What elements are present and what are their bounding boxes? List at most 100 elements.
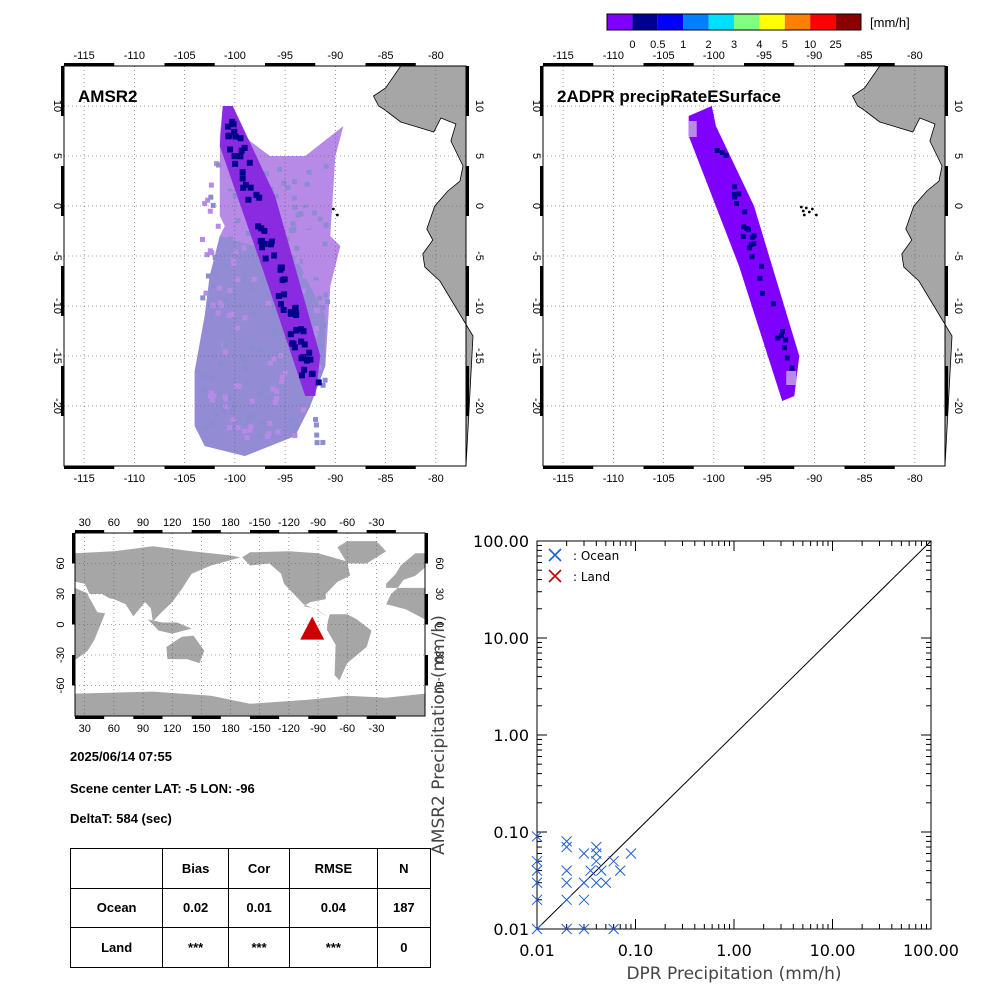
amsr2-heavy-pixel — [267, 241, 274, 248]
continent — [75, 546, 241, 622]
lat-tick-label: -60 — [433, 678, 445, 694]
lon-tick-label: 120 — [163, 517, 181, 529]
lat-tick-label: 0 — [55, 621, 67, 627]
amsr2-pixel — [266, 356, 272, 362]
scatter-point — [578, 877, 590, 889]
frame-bar — [744, 466, 795, 469]
dpr-heavy-pixel — [736, 191, 742, 197]
colorbar-swatch — [607, 14, 633, 30]
scatter-point — [531, 831, 543, 842]
colorbar: 0 0.5 1 2 3 4 5 10 25 [mm/h] — [606, 13, 910, 51]
amsr2-pixel — [264, 397, 270, 403]
dpr-heavy-pixel — [734, 200, 740, 206]
amsr2-pixel — [203, 290, 209, 296]
amsr2-pixel — [247, 427, 253, 433]
scatter-plot: 0.01 0.01 0.10 0.10 1.00 1.00 10.00 10.00 100.00… — [429, 532, 959, 984]
amsr2-pixel — [201, 373, 207, 379]
frame-bar — [61, 266, 64, 316]
amsr2-heavy-pixel — [232, 160, 239, 167]
lon-tick-label: -85 — [857, 473, 873, 485]
dpr-heavy-pixel — [732, 194, 738, 200]
amsr2-map-panel: -115-115-110-110-105-105-100-100-95-95-9… — [51, 50, 485, 485]
amsr2-pixel — [292, 433, 298, 439]
amsr2-pixel — [207, 248, 213, 254]
frame-bar — [466, 366, 469, 416]
amsr2-heavy-pixel — [289, 340, 296, 347]
continent — [326, 614, 372, 681]
amsr2-pixel — [223, 404, 229, 410]
island — [801, 209, 805, 213]
lon-tick-label: -95 — [277, 473, 293, 485]
amsr2-heavy-pixel — [293, 310, 300, 317]
lat-tick-label: 5 — [51, 153, 63, 159]
amsr2-pixel — [242, 428, 248, 434]
x-tick-label: 100.00 — [903, 941, 959, 960]
amsr2-pixel — [227, 395, 233, 401]
amsr2-pixel — [232, 193, 238, 199]
x-axis-label: DPR Precipitation (mm/h) — [626, 964, 841, 984]
dpr-heavy-pixel — [789, 365, 795, 371]
lat-tick-label: 0 — [530, 203, 542, 209]
amsr2-pixel — [271, 310, 277, 316]
frame-bar — [72, 594, 75, 625]
lon-tick-label: -80 — [428, 473, 444, 485]
dpr-heavy-pixel — [782, 345, 788, 351]
lon-tick-label: 180 — [221, 517, 239, 529]
amsr2-heavy-pixel — [275, 292, 282, 299]
amsr2-pixel — [295, 421, 301, 427]
dpr-heavy-pixel — [775, 335, 781, 341]
table-header-cell: Bias — [162, 848, 230, 889]
table-cell: 0.01 — [228, 887, 291, 929]
amsr2-pixel — [242, 358, 248, 364]
scatter-point — [531, 865, 543, 876]
frame-bar — [744, 63, 795, 66]
amsr2-pixel — [257, 391, 263, 397]
table-header-cell — [69, 848, 164, 889]
frame-bar — [64, 466, 115, 469]
frame-bar — [61, 66, 64, 116]
amsr2-heavy-pixel — [304, 356, 311, 363]
one-to-one-line — [536, 540, 932, 930]
amsr2-pixel — [270, 386, 276, 392]
world-location-map: 30 30 60 60 90 90 120 120 150 150 180 180 -150 -150 -1… — [55, 517, 445, 735]
amsr2-pixel — [305, 289, 311, 295]
frame-bar — [365, 63, 416, 66]
table-cell: Land — [69, 927, 164, 968]
table-cell: Ocean — [69, 887, 164, 929]
lon-tick-label: -110 — [603, 50, 624, 62]
legend-label: : Land — [573, 570, 610, 584]
lat-tick-label: -5 — [952, 251, 964, 261]
amsr2-pixel — [222, 349, 228, 355]
amsr2-pixel — [320, 260, 326, 266]
lon-tick-label: -115 — [73, 473, 94, 485]
scatter-point — [561, 836, 573, 847]
amsr2-pixel — [295, 198, 301, 204]
frame-bar — [844, 63, 895, 66]
frame-bar — [133, 530, 163, 533]
panel-title: 2ADPR precipRateESurface — [557, 87, 781, 106]
amsr2-pixel — [267, 360, 273, 366]
amsr2-heavy-pixel — [277, 266, 284, 273]
lat-tick-label: -15 — [51, 348, 63, 364]
amsr2-pixel — [215, 310, 221, 316]
amsr2-pixel — [300, 233, 306, 239]
amsr2-heavy-pixel — [227, 146, 234, 153]
amsr2-pixel — [242, 270, 248, 276]
amsr2-pixel — [302, 273, 308, 279]
island — [807, 210, 811, 214]
continent — [242, 551, 351, 617]
frame-bar — [164, 466, 215, 469]
amsr2-pixel — [272, 400, 278, 406]
amsr2-heavy-pixel — [277, 301, 284, 308]
scatter-point — [531, 894, 543, 906]
lon-tick-label: -100 — [703, 50, 725, 62]
amsr2-pixel — [251, 276, 257, 282]
amsr2-pixel — [204, 252, 210, 258]
frame-bar — [61, 366, 64, 416]
amsr2-pixel — [314, 184, 320, 190]
frame-bar — [365, 466, 416, 469]
table-header-cell: N — [376, 848, 432, 889]
amsr2-pixel — [295, 233, 301, 239]
amsr2-pixel — [305, 223, 311, 229]
land-mass — [372, 65, 474, 467]
